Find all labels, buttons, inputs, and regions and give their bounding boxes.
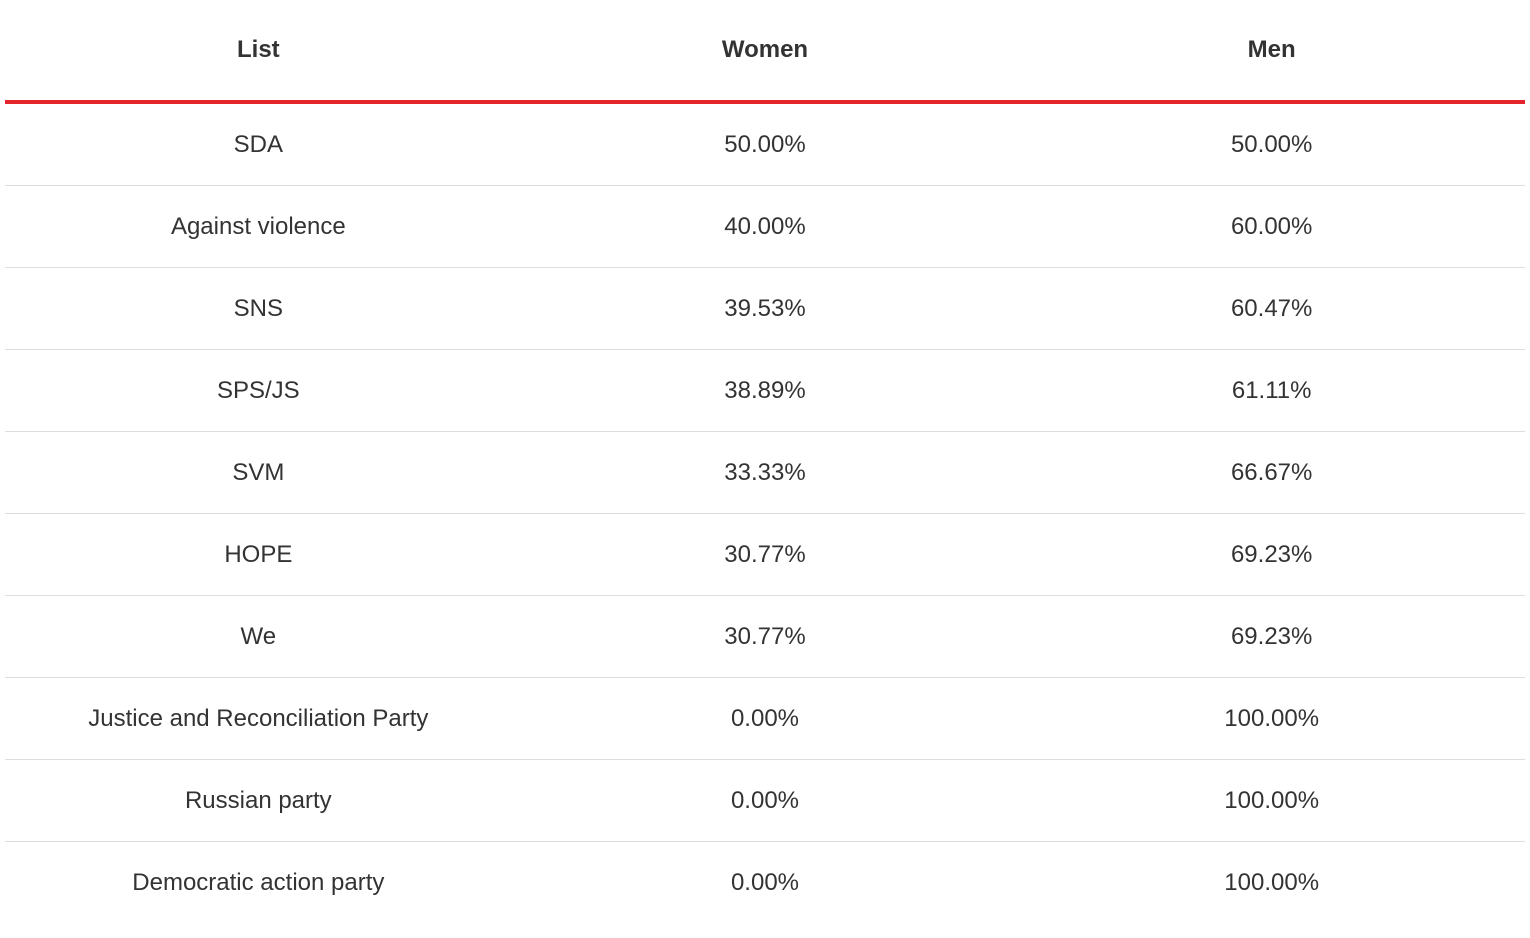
- table-row: Against violence 40.00% 60.00%: [5, 185, 1525, 268]
- gender-table-container: List Women Men SDA 50.00% 50.00% Against…: [5, 0, 1525, 923]
- cell-list: Russian party: [5, 759, 512, 842]
- cell-women: 50.00%: [511, 102, 1019, 186]
- cell-women: 0.00%: [511, 677, 1019, 760]
- table-row: SNS 39.53% 60.47%: [5, 267, 1525, 350]
- cell-women: 0.00%: [511, 759, 1019, 842]
- cell-men: 69.23%: [1018, 595, 1525, 678]
- cell-list: We: [5, 595, 512, 678]
- table-row: SDA 50.00% 50.00%: [5, 102, 1525, 186]
- table-header: List Women Men: [5, 0, 1525, 104]
- table-row: HOPE 30.77% 69.23%: [5, 513, 1525, 596]
- cell-men: 61.11%: [1018, 349, 1525, 432]
- cell-list: Against violence: [5, 185, 512, 268]
- header-row: List Women Men: [5, 0, 1525, 104]
- cell-women: 38.89%: [511, 349, 1019, 432]
- cell-list: Democratic action party: [132, 868, 385, 896]
- cell-men: 100.00%: [1224, 868, 1320, 896]
- column-header-men: Men: [1018, 0, 1525, 104]
- cell-men: 66.67%: [1018, 431, 1525, 514]
- column-header-list: List: [5, 0, 512, 104]
- cell-list: SVM: [5, 431, 512, 514]
- cell-men: 100.00%: [1018, 759, 1525, 842]
- table-row: SPS/JS 38.89% 61.11%: [5, 349, 1525, 432]
- cell-list: HOPE: [5, 513, 512, 596]
- cell-men: 60.47%: [1018, 267, 1525, 350]
- table-row: SVM 33.33% 66.67%: [5, 431, 1525, 514]
- table-row: Democratic action party 0.00% 100.00%: [5, 842, 1525, 924]
- cell-men: 69.23%: [1018, 513, 1525, 596]
- cell-list: SDA: [5, 102, 512, 186]
- cell-list: SPS/JS: [5, 349, 512, 432]
- cell-women: 30.77%: [511, 513, 1019, 596]
- cell-women: 33.33%: [511, 431, 1019, 514]
- table-body: SDA 50.00% 50.00% Against violence 40.00…: [5, 102, 1525, 923]
- table-row: Justice and Reconciliation Party 0.00% 1…: [5, 677, 1525, 760]
- cell-men: 50.00%: [1018, 102, 1525, 186]
- cell-list: Justice and Reconciliation Party: [5, 677, 512, 760]
- cell-list: SNS: [5, 267, 512, 350]
- cell-men: 60.00%: [1018, 185, 1525, 268]
- table-row: Russian party 0.00% 100.00%: [5, 759, 1525, 842]
- cell-women: 30.77%: [511, 595, 1019, 678]
- cell-men: 100.00%: [1018, 677, 1525, 760]
- cell-women: 39.53%: [511, 267, 1019, 350]
- column-header-women: Women: [511, 0, 1019, 104]
- cell-women: 40.00%: [511, 185, 1019, 268]
- gender-table: List Women Men SDA 50.00% 50.00% Against…: [5, 0, 1525, 923]
- cell-women: 0.00%: [730, 868, 800, 896]
- table-row: We 30.77% 69.23%: [5, 595, 1525, 678]
